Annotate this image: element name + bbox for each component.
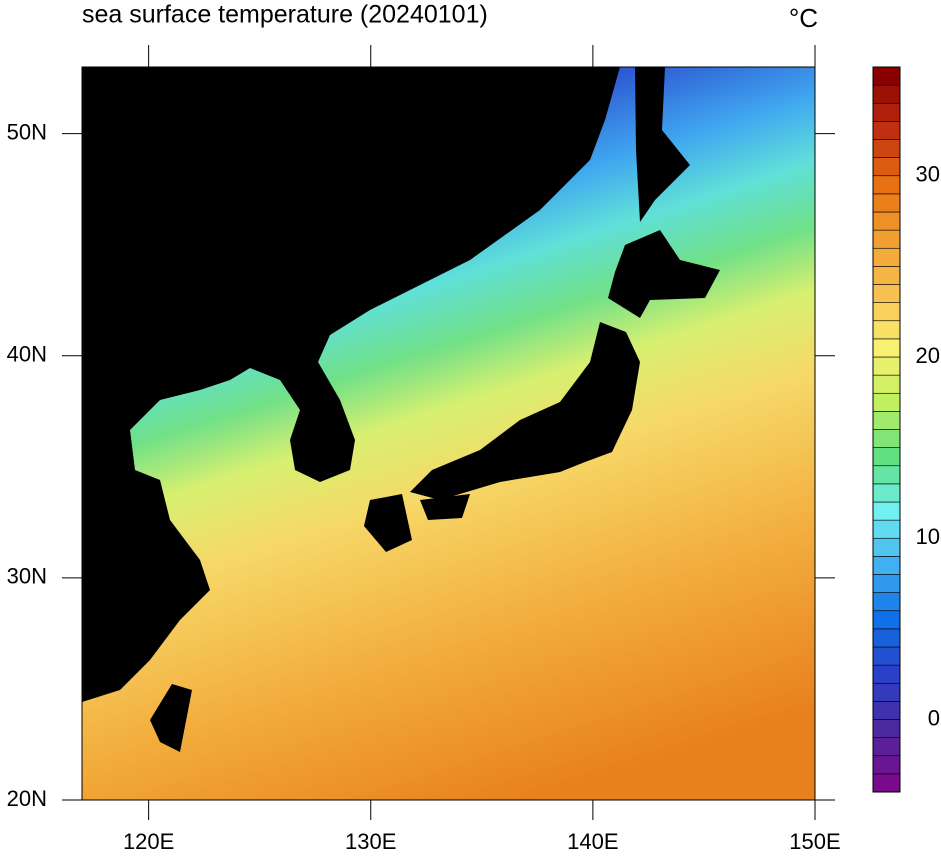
colorbar-box (872, 211, 901, 231)
colorbar-box (872, 447, 901, 467)
y-tick-label: 50N (7, 119, 47, 144)
colorbar-box (872, 737, 901, 757)
colorbar-box (872, 701, 901, 720)
colorbar-box (872, 556, 901, 575)
colorbar-box (872, 519, 901, 539)
map-title: sea surface temperature (20240101) (82, 1, 488, 29)
colorbar-box (872, 574, 901, 593)
x-tick-label: 130E (345, 829, 396, 854)
colorbar-box (872, 356, 901, 376)
colorbar-box (872, 610, 901, 630)
colorbar-box (872, 411, 901, 430)
land-kyushu (364, 494, 412, 552)
x-tick-label: 120E (123, 829, 174, 854)
land-taiwan (150, 684, 192, 752)
colorbar-box (872, 66, 901, 86)
colorbar-box (872, 84, 901, 104)
colorbar-box (872, 483, 901, 503)
colorbar-tick-label: 10 (916, 524, 940, 549)
colorbar-box (872, 755, 901, 775)
x-tick-label: 150E (789, 829, 840, 854)
land-asia (82, 67, 620, 702)
units-label: °C (789, 3, 818, 33)
land-hokkaido (608, 230, 720, 318)
colorbar-box (872, 537, 901, 557)
colorbar-box (872, 501, 901, 521)
colorbar-box (872, 682, 901, 702)
colorbar-box (872, 465, 901, 485)
y-tick-label: 40N (7, 342, 47, 367)
colorbar-box (872, 719, 901, 738)
x-tick-label: 140E (567, 829, 618, 854)
colorbar-box (872, 284, 901, 303)
colorbar-box (872, 302, 901, 322)
colorbar-box (872, 664, 901, 684)
y-tick-label: 30N (7, 564, 47, 589)
colorbar-box (872, 338, 901, 358)
colorbar-box (872, 266, 901, 285)
colorbar-box (872, 139, 901, 158)
colorbar-box (872, 429, 901, 448)
colorbar-box (872, 175, 901, 195)
colorbar-box (872, 157, 901, 177)
colorbar-box (872, 628, 901, 648)
colorbar-box (872, 646, 901, 666)
colorbar-box (872, 229, 901, 249)
colorbar-box (872, 320, 901, 340)
colorbar-tick-label: 30 (916, 162, 940, 187)
colorbar-frame (872, 66, 901, 793)
land-honshu (410, 322, 640, 500)
colorbar-box (872, 773, 901, 793)
land-shikoku (420, 494, 470, 520)
colorbar-tick-label: 20 (916, 343, 940, 368)
colorbar-tick-label: 0 (928, 705, 940, 730)
map (82, 67, 815, 800)
colorbar-box (872, 247, 901, 267)
y-tick-label: 20N (7, 786, 47, 811)
colorbar-box (872, 102, 901, 122)
map-frame (81, 66, 816, 801)
colorbar-box (872, 193, 901, 213)
land-sakhalin (635, 67, 690, 222)
colorbar-box (872, 592, 901, 612)
colorbar-box (872, 121, 901, 140)
colorbar-box (872, 374, 901, 394)
colorbar-box (872, 392, 901, 412)
